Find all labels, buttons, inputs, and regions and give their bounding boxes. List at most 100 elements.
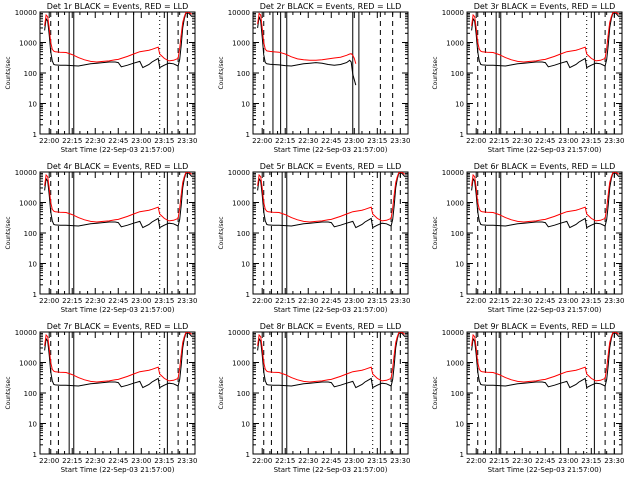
y-tick-label: 1: [246, 131, 250, 139]
y-tick-label: 10: [455, 421, 464, 429]
y-axis-label: Counts/sec: [5, 56, 12, 89]
panel-title: Det 2r BLACK = Events, RED = LLD: [260, 2, 402, 11]
x-tick-label: 23:30: [177, 457, 197, 465]
panel-title: Det 3r BLACK = Events, RED = LLD: [474, 2, 616, 11]
series-line-lld: [257, 172, 406, 223]
series-group: [257, 12, 357, 86]
x-tick-label: 22:00: [252, 137, 272, 145]
y-axis-label: Counts/sec: [218, 376, 225, 409]
y-tick-label: 10000: [228, 329, 250, 337]
x-tick-label: 23:00: [344, 457, 364, 465]
y-tick-label: 10000: [442, 169, 464, 177]
x-tick-label: 22:30: [512, 297, 532, 305]
series-line-lld: [44, 332, 193, 383]
y-tick-label: 1: [33, 451, 37, 459]
x-tick-label: 22:15: [489, 137, 509, 145]
detector-panel-1: 1 10 100 1000 10000 22:00 22:15 22:30 22:45 23:00…: [5, 2, 197, 154]
y-tick-label: 10000: [15, 329, 37, 337]
x-tick-label: 23:00: [558, 137, 578, 145]
y-tick-label: 1000: [446, 360, 464, 368]
series-line-events: [471, 12, 620, 69]
detector-panel-2: 1 10 100 1000 10000 22:00 22:15 22:30 22:45 23:00…: [218, 2, 410, 154]
x-tick-label: 23:00: [131, 297, 151, 305]
x-tick-label: 22:15: [275, 457, 295, 465]
y-tick-label: 1000: [446, 200, 464, 208]
x-tick-label: 23:00: [131, 457, 151, 465]
series-line-events: [257, 332, 406, 389]
x-tick-label: 23:15: [581, 457, 601, 465]
x-tick-label: 22:15: [62, 457, 82, 465]
y-tick-label: 1000: [232, 40, 250, 48]
x-tick-label: 23:00: [344, 137, 364, 145]
series-group: [44, 172, 193, 229]
y-tick-label: 10000: [15, 169, 37, 177]
x-tick-label: 23:30: [390, 457, 410, 465]
series-line-lld: [471, 172, 620, 223]
series-line-lld: [44, 12, 193, 63]
x-axis-label: Start Time (22-Sep-03 21:57:00): [274, 146, 388, 154]
y-tick-label: 10000: [15, 9, 37, 17]
x-tick-label: 23:30: [177, 137, 197, 145]
y-tick-label: 1000: [19, 40, 37, 48]
x-tick-label: 22:45: [321, 297, 341, 305]
x-axis-label: Start Time (22-Sep-03 21:57:00): [488, 466, 602, 474]
y-tick-label: 10: [28, 261, 37, 269]
y-tick-label: 1: [33, 291, 37, 299]
y-axis-label: Counts/sec: [218, 56, 225, 89]
y-axis-label: Counts/sec: [432, 216, 439, 249]
series-line-lld: [257, 12, 357, 64]
x-tick-label: 22:45: [108, 297, 128, 305]
y-tick-label: 10000: [442, 9, 464, 17]
x-tick-label: 22:45: [535, 137, 555, 145]
x-axis-label: Start Time (22-Sep-03 21:57:00): [488, 146, 602, 154]
panel-title: Det 6r BLACK = Events, RED = LLD: [474, 162, 616, 171]
series-group: [44, 332, 193, 389]
y-tick-label: 1: [33, 131, 37, 139]
series-group: [257, 332, 406, 389]
y-tick-label: 10000: [442, 329, 464, 337]
x-tick-label: 22:30: [85, 137, 105, 145]
detector-panel-9: 1 10 100 1000 10000 22:00 22:15 22:30 22:45 23:00…: [432, 322, 624, 474]
x-tick-label: 22:00: [466, 137, 486, 145]
panel-title: Det 4r BLACK = Events, RED = LLD: [47, 162, 189, 171]
x-tick-label: 22:15: [62, 297, 82, 305]
x-tick-label: 22:15: [489, 457, 509, 465]
detector-panel-7: 1 10 100 1000 10000 22:00 22:15 22:30 22:45 23:00…: [5, 322, 197, 474]
series-line-events: [471, 172, 620, 229]
series-line-lld: [471, 332, 620, 383]
series-line-events: [257, 172, 406, 229]
x-tick-label: 22:15: [275, 137, 295, 145]
y-tick-label: 1: [246, 291, 250, 299]
y-tick-label: 100: [451, 390, 464, 398]
x-tick-label: 23:30: [177, 297, 197, 305]
x-tick-label: 22:15: [489, 297, 509, 305]
x-tick-label: 22:30: [512, 457, 532, 465]
detector-panel-8: 1 10 100 1000 10000 22:00 22:15 22:30 22:45 23:00…: [218, 322, 410, 474]
x-tick-label: 22:00: [466, 297, 486, 305]
y-tick-label: 1: [246, 451, 250, 459]
x-tick-label: 22:45: [535, 297, 555, 305]
x-axis-label: Start Time (22-Sep-03 21:57:00): [274, 466, 388, 474]
x-tick-label: 23:30: [604, 297, 624, 305]
y-tick-label: 100: [24, 70, 37, 78]
series-group: [257, 172, 406, 229]
series-line-events: [471, 332, 620, 389]
y-tick-label: 1000: [232, 200, 250, 208]
series-group: [471, 332, 620, 389]
x-tick-label: 22:45: [108, 137, 128, 145]
x-tick-label: 23:15: [367, 457, 387, 465]
y-tick-label: 100: [24, 390, 37, 398]
x-tick-label: 23:15: [581, 137, 601, 145]
y-tick-label: 100: [237, 230, 250, 238]
x-tick-label: 23:15: [367, 137, 387, 145]
x-tick-label: 22:30: [85, 457, 105, 465]
y-tick-label: 10: [241, 261, 250, 269]
x-tick-label: 23:00: [558, 457, 578, 465]
x-tick-label: 22:45: [108, 457, 128, 465]
panel-title: Det 7r BLACK = Events, RED = LLD: [47, 322, 189, 331]
x-tick-label: 22:30: [512, 137, 532, 145]
y-tick-label: 10000: [228, 169, 250, 177]
x-tick-label: 23:30: [390, 137, 410, 145]
x-tick-label: 22:30: [298, 457, 318, 465]
